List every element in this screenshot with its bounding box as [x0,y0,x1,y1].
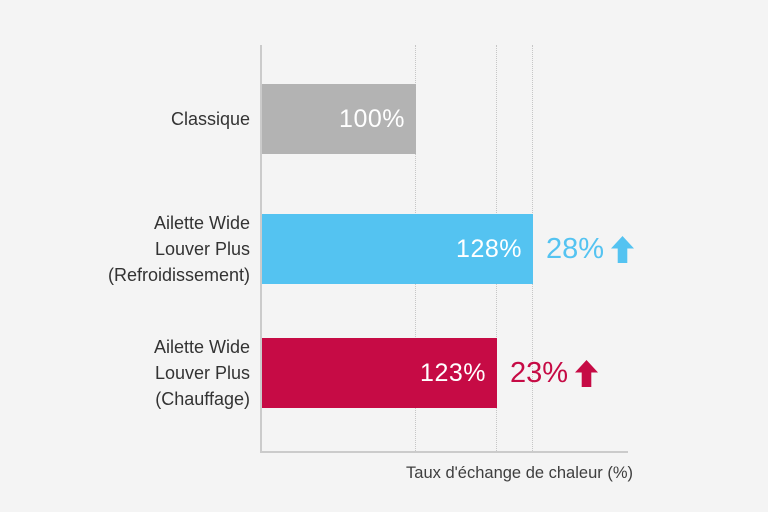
category-label-line: (Refroidissement) [107,265,250,285]
annotation-text: 23% [510,356,569,389]
category-label-line: Classique [170,109,250,129]
category-label-line: (Chauffage) [155,389,250,409]
category-label-line: Louver Plus [154,239,250,259]
x-axis-line [260,451,628,453]
bar-annotation: 28% [546,214,635,284]
bar-classique: 100% [262,84,416,154]
category-label-refroidissement: Ailette Wide Louver Plus (Refroidissemen… [0,213,250,285]
bar-row-classique: Classique 100% [0,84,768,154]
x-axis-title: Taux d'échange de chaleur (%) [406,464,633,482]
annotation-text: 28% [546,232,605,265]
bar-annotation: 23% [510,338,599,408]
y-axis-line [260,45,262,452]
category-label-line: Ailette Wide [153,337,250,357]
bar-row-chauffage: Ailette Wide Louver Plus (Chauffage) 123… [0,337,768,409]
bar-row-refroidissement: Ailette Wide Louver Plus (Refroidissemen… [0,213,768,285]
bar-value-label: 123% [420,358,486,387]
category-label-classique: Classique [0,84,250,154]
up-arrow-icon [611,235,635,263]
bar-value-label: 128% [456,234,522,263]
bar-chauffage: 123% [262,338,497,408]
bar-value-label: 100% [339,104,405,133]
category-label-chauffage: Ailette Wide Louver Plus (Chauffage) [0,337,250,409]
category-label-line: Louver Plus [154,363,250,383]
bar-refroidissement: 128% [262,214,533,284]
up-arrow-icon [575,359,599,387]
category-label-line: Ailette Wide [153,213,250,233]
